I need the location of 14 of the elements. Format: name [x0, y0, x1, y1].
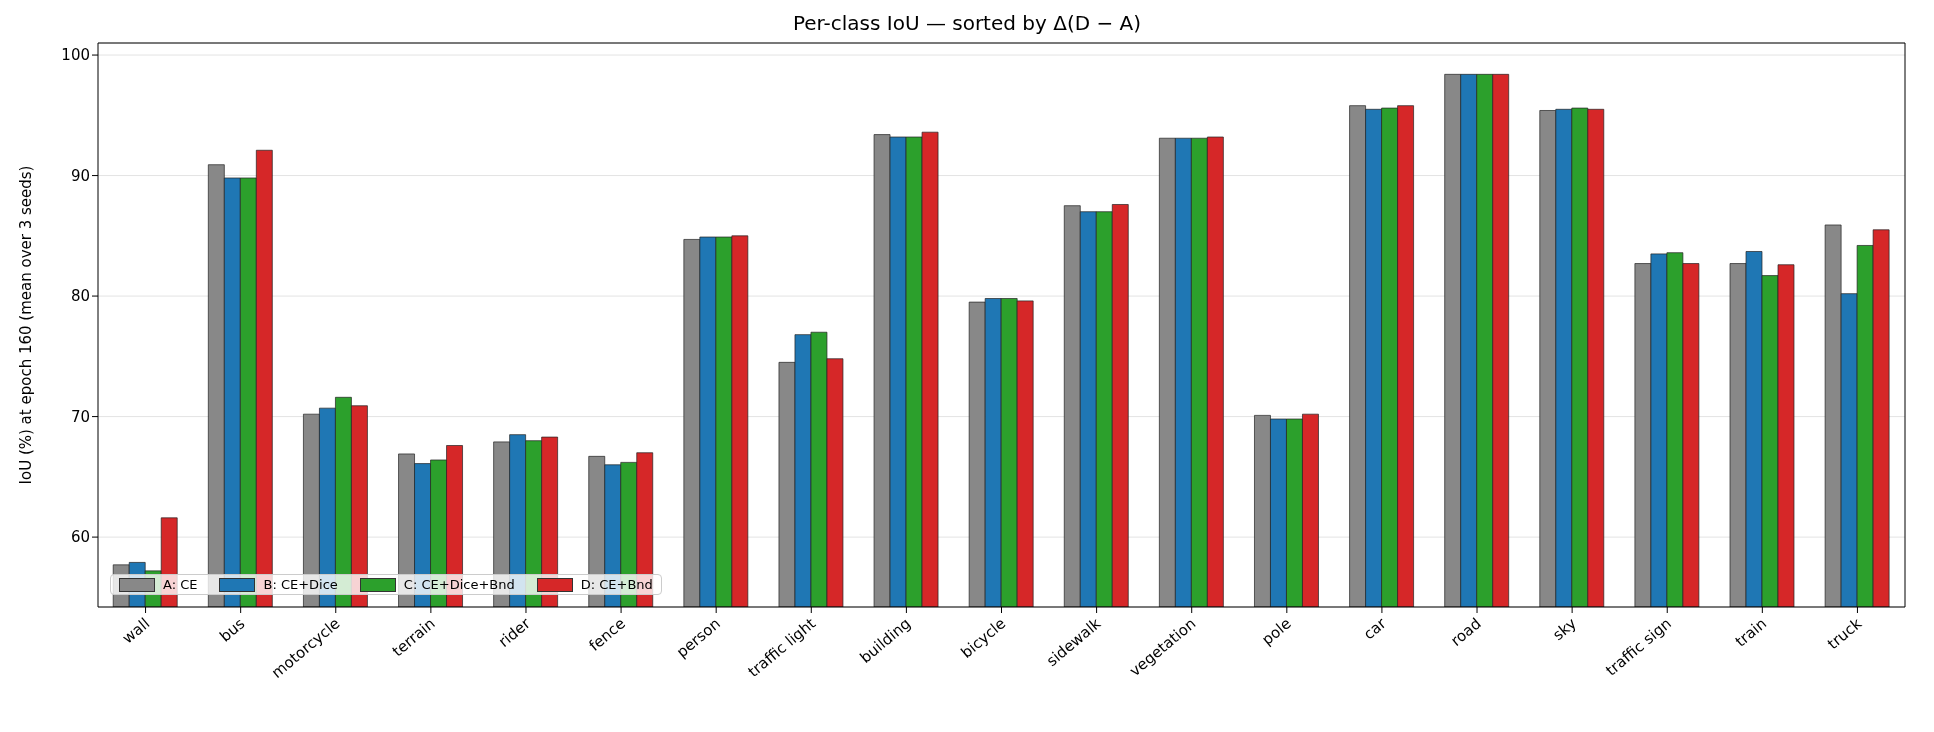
y-tick-label: 100 [61, 46, 90, 65]
y-axis-title: IoU (%) at epoch 160 (mean over 3 seeds) [17, 165, 36, 485]
x-tick-label: sky [1549, 614, 1580, 645]
chart-title: Per-class IoU — sorted by Δ(D − A) [791, 10, 1143, 37]
x-tick-label: car [1359, 613, 1391, 644]
y-tick-label: 60 [70, 528, 90, 547]
legend-label: B: CE+Dice [263, 577, 338, 592]
x-tick-label: bus [216, 614, 249, 646]
legend-label: A: CE [163, 577, 198, 592]
legend-label: C: CE+Dice+Bnd [403, 577, 515, 592]
y-tick-label: 70 [70, 407, 90, 426]
legend-label: D: CE+Bnd [580, 577, 653, 592]
y-tick-label: 90 [70, 166, 90, 185]
y-tick-label: 80 [70, 287, 90, 306]
